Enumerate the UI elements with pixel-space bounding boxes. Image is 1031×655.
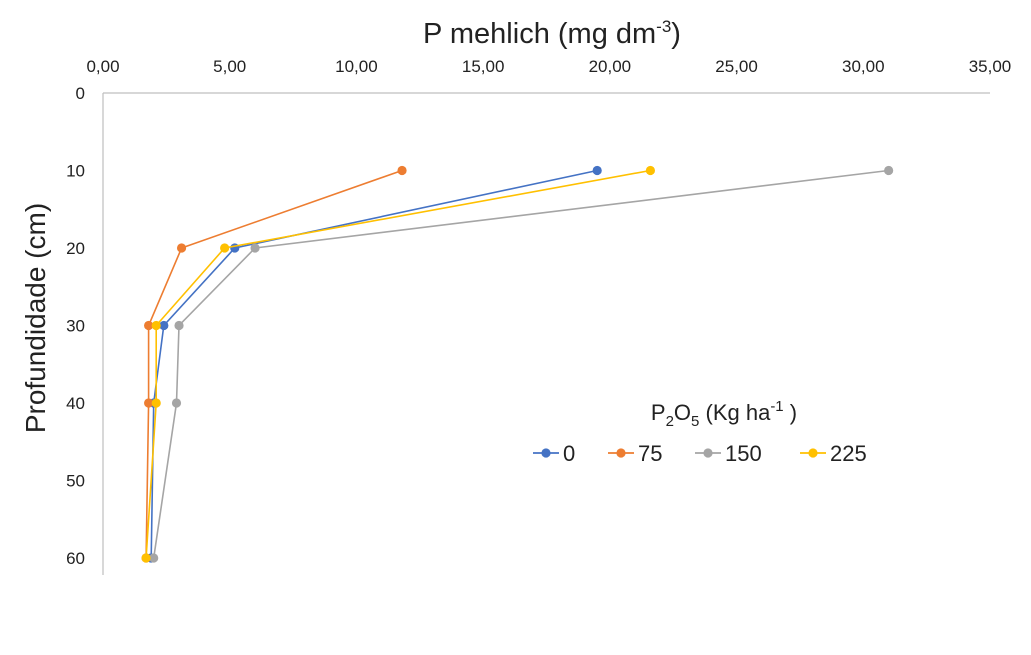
series-line-150 <box>152 169 889 559</box>
y-tick-label: 50 <box>66 472 85 491</box>
chart-title-end: ) <box>671 18 681 50</box>
legend-title-sup: -1 <box>770 398 783 415</box>
y-tick-label: 20 <box>66 239 85 258</box>
data-point-75 <box>144 320 154 331</box>
legend-swatch-marker <box>616 448 626 458</box>
y-tick-label: 10 <box>66 162 85 181</box>
axes <box>102 92 990 575</box>
series-line-75 <box>145 169 403 559</box>
series-group <box>141 165 894 563</box>
legend-item-75: 75 <box>608 441 662 466</box>
x-tick-label: 0,00 <box>86 57 119 76</box>
legend-item-150: 150 <box>695 441 762 466</box>
legend-label: 0 <box>563 441 575 466</box>
data-point-75 <box>397 165 407 176</box>
series-225 <box>141 165 656 563</box>
data-point-225 <box>151 398 161 408</box>
legend-title-end: ) <box>784 400 797 425</box>
data-point-150 <box>174 320 184 331</box>
series-line-225 <box>145 169 651 559</box>
data-point-150 <box>171 398 182 408</box>
data-point-150 <box>149 553 159 563</box>
legend-swatch-marker <box>808 448 818 458</box>
y-tick-label: 60 <box>66 549 85 568</box>
data-point-75 <box>176 243 187 253</box>
legend-title-unit: (Kg ha <box>699 400 771 425</box>
legend-label: 225 <box>830 441 867 466</box>
x-tick-label: 15,00 <box>462 57 505 76</box>
chart-title-main: P mehlich (mg dm <box>423 18 656 50</box>
x-tick-label: 10,00 <box>335 57 378 76</box>
y-axis-label: Profundidade (cm) <box>20 203 51 433</box>
data-point-150 <box>250 243 260 253</box>
data-point-225 <box>141 553 151 563</box>
legend-title: P2O5 (Kg ha-1 ) <box>651 398 797 430</box>
y-tick-label: 40 <box>66 394 85 413</box>
legend-swatch-marker <box>541 448 551 458</box>
legend-title-o: O <box>674 400 691 425</box>
legend-label: 75 <box>638 441 662 466</box>
y-tick-label: 30 <box>66 317 85 336</box>
data-point-225 <box>645 165 656 176</box>
x-tick-label: 5,00 <box>213 57 246 76</box>
series-line-0 <box>150 169 598 559</box>
data-point-0 <box>592 165 602 176</box>
x-tick-label: 20,00 <box>589 57 632 76</box>
legend-title-p: P <box>651 400 666 425</box>
chart-title: P mehlich (mg dm-3) <box>423 17 681 50</box>
legend-title-sub1: 2 <box>666 413 674 430</box>
x-tick-label: 35,00 <box>969 57 1012 76</box>
legend-swatch-marker <box>703 448 713 458</box>
data-point-225 <box>220 243 230 253</box>
series-0 <box>146 165 602 563</box>
data-point-0 <box>159 320 169 331</box>
y-tick-label: 0 <box>76 84 85 103</box>
legend: P2O5 (Kg ha-1 ) 0 75 150 225 <box>533 398 867 466</box>
data-point-150 <box>884 165 894 176</box>
chart-title-superscript: -3 <box>656 17 671 36</box>
legend-item-225: 225 <box>800 441 867 466</box>
data-point-75 <box>144 398 154 408</box>
x-tick-labels: 0,00 5,00 10,00 15,00 20,00 25,00 30,00 35,00 <box>86 57 1011 76</box>
legend-label: 150 <box>725 441 762 466</box>
y-tick-labels: 0 10 20 30 40 50 60 <box>66 84 85 568</box>
x-tick-label: 25,00 <box>715 57 758 76</box>
legend-item-0: 0 <box>533 441 575 466</box>
x-tick-label: 30,00 <box>842 57 885 76</box>
series-75 <box>141 165 407 563</box>
data-point-225 <box>151 320 161 331</box>
legend-title-sub2: 5 <box>691 413 699 430</box>
series-150 <box>149 165 894 563</box>
legend-items: 0 75 150 225 <box>533 441 867 466</box>
